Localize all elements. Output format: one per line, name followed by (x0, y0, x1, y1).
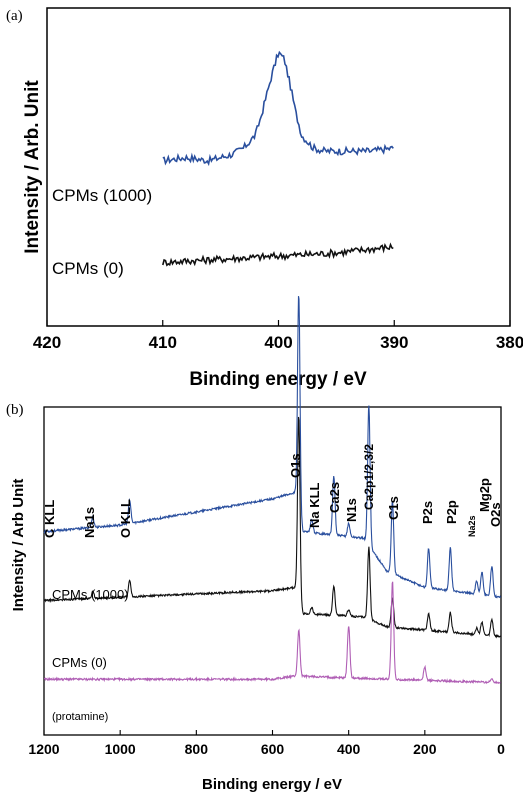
peak-label-p2s: P2s (420, 501, 435, 524)
panel-a-x-tick-label: 410 (149, 333, 177, 352)
panel-a-x-ticks: 420 410 400 390 380 (33, 320, 523, 352)
peak-label-o2s: O2s (488, 502, 503, 527)
panel-b-series-line (43, 581, 501, 685)
panel-a: (a) 420 410 400 390 380 CPMs (1000) CPMs (0)… (6, 7, 523, 390)
peak-label-c-kll: C KLL (42, 500, 57, 538)
panel-b-x-tick-label: 600 (261, 741, 285, 757)
peak-label-na1s: Na1s (82, 507, 97, 538)
peak-label-n1s: N1s (344, 498, 359, 522)
panel-b-x-tick-label: 400 (337, 741, 361, 757)
panel-a-y-axis-title: Intensity / Arb. Unit (22, 80, 43, 254)
panel-b-frame (43, 406, 502, 736)
peak-label-ca2s: Ca2s (327, 482, 342, 513)
panel-b-x-ticks: 1200 1000 800 600 400 200 0 (28, 730, 505, 757)
panel-a-series (162, 50, 394, 267)
panel-a-series-line (162, 50, 394, 167)
panel-b-series (43, 296, 502, 685)
panel-b-x-tick-label: 1000 (105, 741, 136, 757)
peak-label-o1s: O1s (288, 453, 303, 478)
panel-b-x-tick-label: 1200 (28, 741, 59, 757)
panel-a-legend-cpms-0: CPMs (0) (52, 259, 124, 278)
panel-b: (b) 1200 1000 800 600 400 200 0 C KLL Na1s O K… (6, 296, 505, 793)
peak-label-p2p: P2p (444, 500, 459, 524)
panel-a-x-axis-title: Binding energy / eV (189, 369, 367, 390)
peak-label-mg2p: Mg2p (477, 478, 492, 512)
panel-a-x-tick-label: 400 (264, 333, 292, 352)
panel-b-x-axis-title: Binding energy / eV (202, 776, 342, 793)
panel-b-legend-protamine: (protamine) (52, 711, 108, 723)
peak-label-na-kll: Na KLL (307, 482, 322, 528)
panel-a-x-tick-label: 420 (33, 333, 61, 352)
peak-label-ca2p: Ca2p1/2,3/2 (362, 444, 376, 510)
peak-label-o-kll: O KLL (118, 499, 133, 538)
panel-b-y-axis-title: Intensity / Arb Unit (10, 479, 27, 612)
panel-b-series-line (43, 416, 501, 639)
panel-a-x-tick-label: 390 (380, 333, 408, 352)
panel-a-series-line (162, 242, 394, 267)
panel-b-series-line (43, 296, 502, 599)
peak-label-c1s: C1s (386, 496, 401, 520)
panel-b-label: (b) (6, 402, 24, 418)
peak-label-na2s: Na2s (467, 515, 477, 537)
panel-b-x-tick-label: 800 (185, 741, 209, 757)
panel-b-x-tick-label: 0 (497, 741, 505, 757)
panel-b-x-tick-label: 200 (413, 741, 437, 757)
panel-b-legend-cpms-0: CPMs (0) (52, 655, 107, 670)
panel-a-x-tick-label: 380 (496, 333, 523, 352)
panel-b-legend-cpms-1000: CPMs (1000) (52, 587, 129, 602)
panel-a-legend-cpms-1000: CPMs (1000) (52, 186, 152, 205)
panel-a-label: (a) (6, 8, 23, 24)
